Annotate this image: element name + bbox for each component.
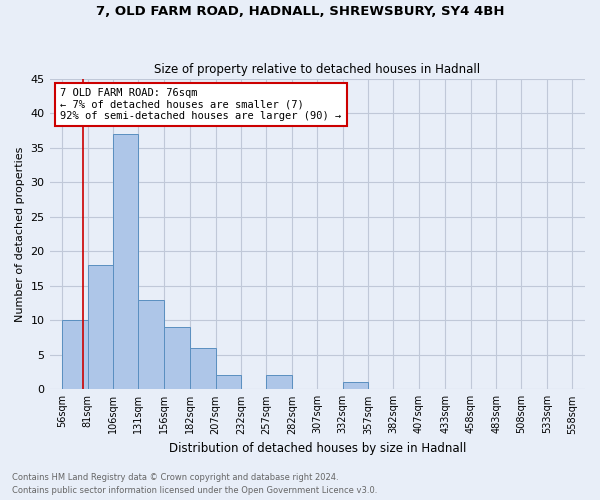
Bar [343,382,368,390]
Text: Contains HM Land Registry data © Crown copyright and database right 2024.
Contai: Contains HM Land Registry data © Crown c… [12,474,377,495]
Y-axis label: Number of detached properties: Number of detached properties [15,146,25,322]
Bar [215,376,241,390]
Text: 7 OLD FARM ROAD: 76sqm
← 7% of detached houses are smaller (7)
92% of semi-detac: 7 OLD FARM ROAD: 76sqm ← 7% of detached … [60,88,341,121]
Text: 7, OLD FARM ROAD, HADNALL, SHREWSBURY, SY4 4BH: 7, OLD FARM ROAD, HADNALL, SHREWSBURY, S… [96,5,504,18]
Bar [266,376,292,390]
Title: Size of property relative to detached houses in Hadnall: Size of property relative to detached ho… [154,63,481,76]
Bar [139,300,164,390]
Bar [88,265,113,390]
Bar [190,348,215,390]
Bar [62,320,88,390]
Bar [164,327,190,390]
X-axis label: Distribution of detached houses by size in Hadnall: Distribution of detached houses by size … [169,442,466,455]
Bar [113,134,139,390]
